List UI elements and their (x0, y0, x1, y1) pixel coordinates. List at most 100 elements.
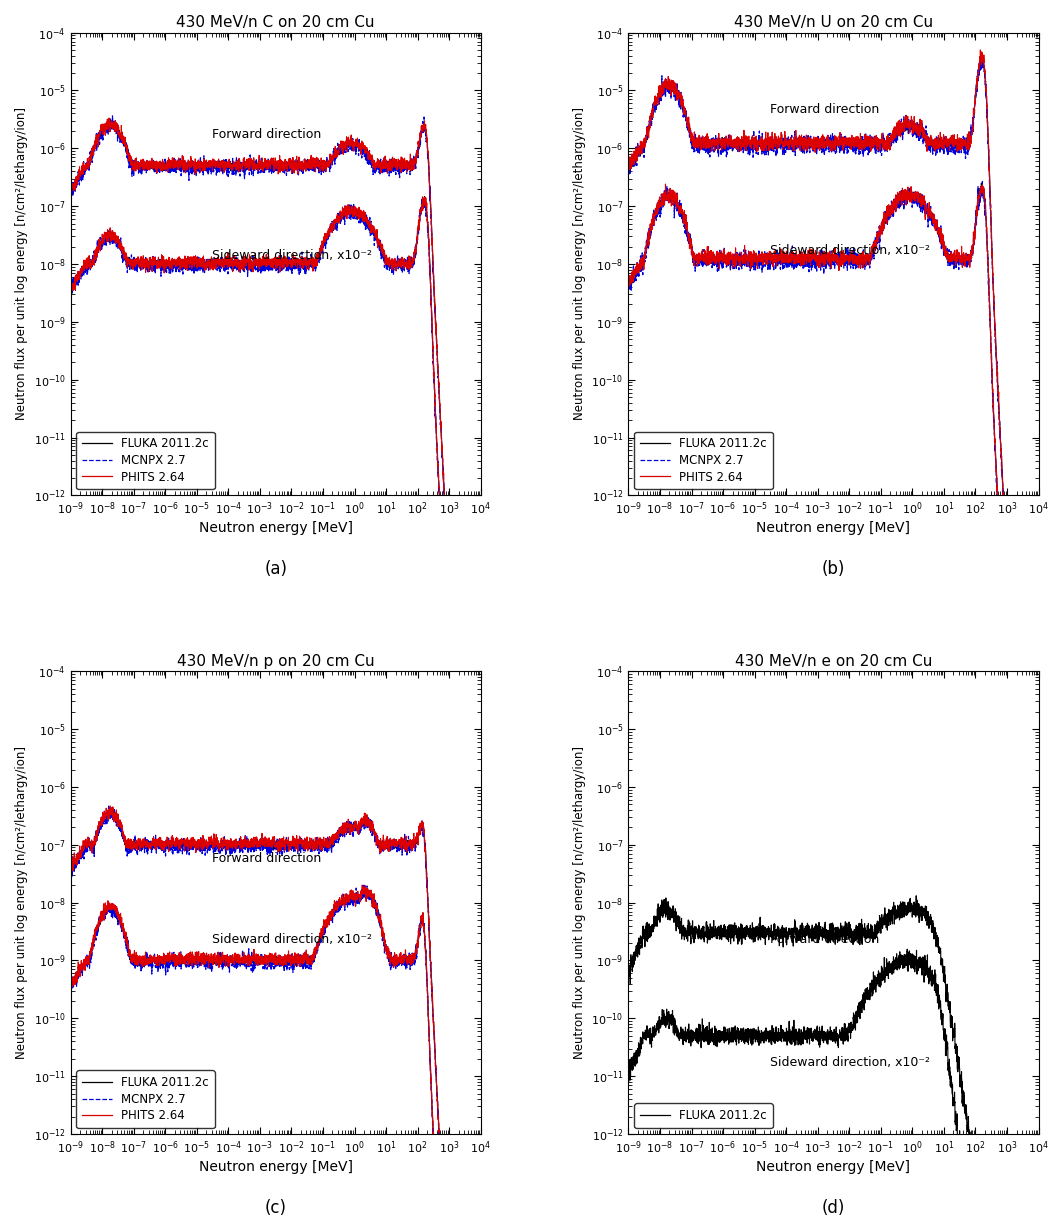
FLUKA 2011.2c (64, 181, 77, 196)
Line: PHITS 2.64: PHITS 2.64 (70, 805, 481, 1226)
Title: 430 MeV/n e on 20 cm Cu: 430 MeV/n e on 20 cm Cu (735, 653, 932, 668)
Text: Sideward direction, x10⁻²: Sideward direction, x10⁻² (212, 249, 371, 262)
Line: PHITS 2.64: PHITS 2.64 (629, 50, 1038, 1201)
FLUKA 2011.2c (942, 986, 954, 1000)
MCNPX 2.7 (334, 147, 347, 162)
Line: MCNPX 2.7: MCNPX 2.7 (70, 805, 481, 1226)
Text: (d): (d) (821, 1199, 845, 1216)
MCNPX 2.7 (102, 798, 115, 813)
MCNPX 2.7 (383, 836, 396, 851)
MCNPX 2.7 (64, 185, 77, 200)
Line: FLUKA 2011.2c: FLUKA 2011.2c (70, 810, 481, 1226)
MCNPX 2.7 (64, 862, 77, 877)
Text: (a): (a) (264, 560, 287, 577)
FLUKA 2011.2c (645, 109, 658, 124)
MCNPX 2.7 (950, 139, 963, 153)
PHITS 2.64 (1032, 1194, 1045, 1209)
MCNPX 2.7 (678, 107, 691, 121)
PHITS 2.64 (334, 824, 347, 839)
Line: MCNPX 2.7: MCNPX 2.7 (70, 116, 481, 1225)
Title: 430 MeV/n p on 20 cm Cu: 430 MeV/n p on 20 cm Cu (177, 653, 375, 668)
Line: FLUKA 2011.2c: FLUKA 2011.2c (629, 59, 1038, 1195)
MCNPX 2.7 (120, 150, 133, 164)
Text: Forward direction: Forward direction (212, 128, 321, 141)
PHITS 2.64 (64, 186, 77, 201)
MCNPX 2.7 (392, 164, 404, 179)
MCNPX 2.7 (1032, 1195, 1045, 1210)
PHITS 2.64 (392, 834, 404, 848)
PHITS 2.64 (104, 798, 117, 813)
FLUKA 2011.2c (383, 839, 396, 853)
Line: FLUKA 2011.2c: FLUKA 2011.2c (70, 124, 481, 1221)
FLUKA 2011.2c (950, 1038, 963, 1053)
PHITS 2.64 (392, 156, 404, 170)
FLUKA 2011.2c (1032, 1188, 1045, 1203)
FLUKA 2011.2c (87, 837, 100, 852)
Title: 430 MeV/n U on 20 cm Cu: 430 MeV/n U on 20 cm Cu (734, 15, 933, 29)
MCNPX 2.7 (475, 1217, 487, 1226)
FLUKA 2011.2c (155, 837, 168, 852)
FLUKA 2011.2c (910, 889, 922, 904)
PHITS 2.64 (87, 143, 100, 158)
PHITS 2.64 (713, 135, 726, 150)
PHITS 2.64 (941, 132, 953, 147)
MCNPX 2.7 (976, 47, 988, 61)
PHITS 2.64 (120, 832, 133, 847)
MCNPX 2.7 (892, 124, 904, 139)
PHITS 2.64 (102, 110, 115, 125)
Legend: FLUKA 2011.2c, MCNPX 2.7, PHITS 2.64: FLUKA 2011.2c, MCNPX 2.7, PHITS 2.64 (77, 432, 215, 489)
PHITS 2.64 (950, 134, 963, 148)
Line: MCNPX 2.7: MCNPX 2.7 (629, 54, 1038, 1203)
PHITS 2.64 (678, 105, 691, 120)
FLUKA 2011.2c (87, 142, 100, 157)
MCNPX 2.7 (87, 841, 100, 856)
Title: 430 MeV/n C on 20 cm Cu: 430 MeV/n C on 20 cm Cu (177, 15, 375, 29)
FLUKA 2011.2c (334, 139, 347, 153)
PHITS 2.64 (383, 153, 396, 168)
FLUKA 2011.2c (417, 116, 430, 131)
X-axis label: Neutron energy [MeV]: Neutron energy [MeV] (199, 521, 352, 535)
Y-axis label: Neutron flux per unit log energy [n/cm²/lethargy/ion]: Neutron flux per unit log energy [n/cm²/… (15, 747, 28, 1059)
FLUKA 2011.2c (645, 918, 658, 933)
PHITS 2.64 (334, 140, 347, 154)
Legend: FLUKA 2011.2c, MCNPX 2.7, PHITS 2.64: FLUKA 2011.2c, MCNPX 2.7, PHITS 2.64 (77, 1070, 215, 1128)
PHITS 2.64 (155, 158, 168, 173)
MCNPX 2.7 (713, 140, 726, 154)
PHITS 2.64 (1032, 1184, 1045, 1199)
PHITS 2.64 (155, 842, 168, 857)
Y-axis label: Neutron flux per unit log energy [n/cm²/lethargy/ion]: Neutron flux per unit log energy [n/cm²/… (572, 108, 586, 421)
PHITS 2.64 (383, 839, 396, 853)
FLUKA 2011.2c (155, 162, 168, 177)
MCNPX 2.7 (334, 829, 347, 843)
FLUKA 2011.2c (392, 836, 404, 851)
Text: Sideward direction, x10⁻²: Sideward direction, x10⁻² (769, 1056, 930, 1069)
MCNPX 2.7 (941, 139, 953, 153)
FLUKA 2011.2c (622, 166, 635, 180)
FLUKA 2011.2c (976, 51, 988, 66)
MCNPX 2.7 (155, 839, 168, 853)
MCNPX 2.7 (106, 109, 119, 124)
MCNPX 2.7 (155, 157, 168, 172)
MCNPX 2.7 (87, 147, 100, 162)
Y-axis label: Neutron flux per unit log energy [n/cm²/lethargy/ion]: Neutron flux per unit log energy [n/cm²/… (572, 747, 586, 1059)
FLUKA 2011.2c (713, 137, 726, 152)
Legend: FLUKA 2011.2c: FLUKA 2011.2c (634, 1103, 772, 1128)
MCNPX 2.7 (120, 842, 133, 857)
MCNPX 2.7 (392, 839, 404, 853)
PHITS 2.64 (974, 43, 986, 58)
FLUKA 2011.2c (950, 136, 963, 151)
PHITS 2.64 (87, 835, 100, 850)
FLUKA 2011.2c (64, 859, 77, 874)
FLUKA 2011.2c (941, 136, 953, 151)
Text: Sideward direction, x10⁻²: Sideward direction, x10⁻² (212, 933, 371, 946)
MCNPX 2.7 (622, 159, 635, 174)
FLUKA 2011.2c (105, 803, 118, 818)
PHITS 2.64 (120, 146, 133, 161)
X-axis label: Neutron energy [MeV]: Neutron energy [MeV] (757, 1160, 911, 1173)
PHITS 2.64 (645, 105, 658, 120)
Text: Sideward direction, x10⁻²: Sideward direction, x10⁻² (769, 244, 930, 256)
FLUKA 2011.2c (334, 821, 347, 836)
Legend: FLUKA 2011.2c, MCNPX 2.7, PHITS 2.64: FLUKA 2011.2c, MCNPX 2.7, PHITS 2.64 (634, 432, 772, 489)
FLUKA 2011.2c (678, 104, 691, 119)
FLUKA 2011.2c (622, 959, 635, 973)
